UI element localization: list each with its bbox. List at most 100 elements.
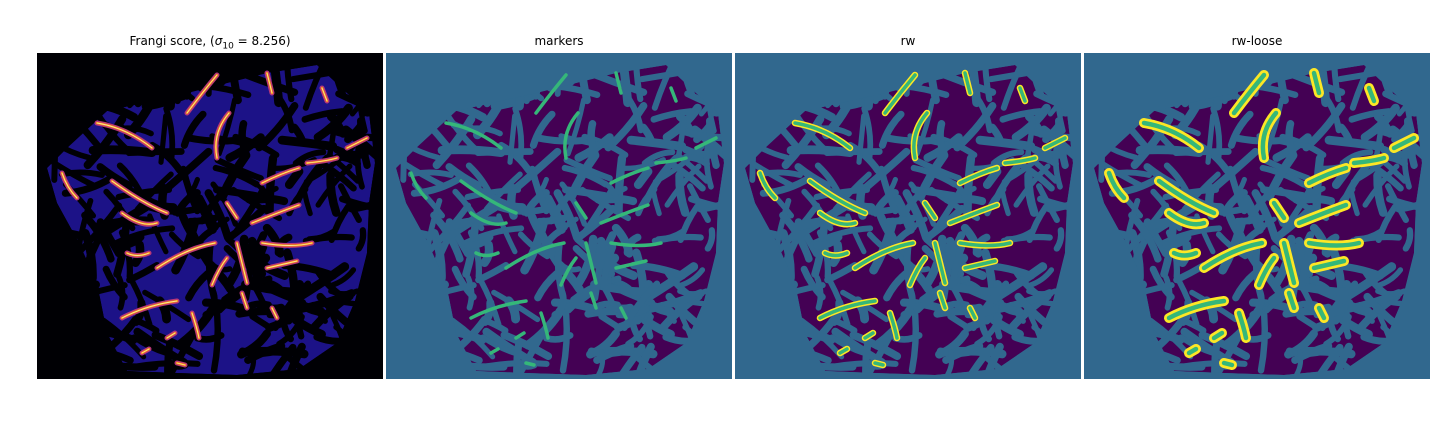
- tissue-gap: [814, 274, 824, 311]
- tissue-gap: [1232, 270, 1259, 302]
- tissue-gap: [357, 117, 371, 169]
- tissue-gap: [1233, 214, 1266, 225]
- vessel-ridge-peak: [176, 362, 186, 366]
- marker-stroke: [469, 299, 528, 320]
- marker-stroke: [563, 111, 580, 160]
- tissue-gap: [535, 214, 568, 225]
- tissue-gap: [461, 225, 525, 247]
- tissue-gap: [894, 194, 917, 231]
- rw-loose-core: [1201, 240, 1265, 271]
- tissue-gap: [435, 239, 449, 259]
- vessel-ridge-peak: [121, 212, 158, 225]
- tissue-gap: [286, 186, 309, 217]
- rw-core: [938, 291, 947, 310]
- tissue-gap: [112, 225, 176, 247]
- tissue-gap: [706, 117, 720, 169]
- tissue-gap: [528, 165, 550, 215]
- marker-stroke: [574, 201, 588, 220]
- tissue-gap: [482, 327, 537, 367]
- vessel-ridge-peak: [191, 312, 200, 339]
- rw-loose-core: [1271, 200, 1287, 221]
- tissue-gap: [914, 97, 936, 157]
- marker-stroke: [654, 156, 688, 165]
- tissue-gap: [204, 189, 232, 242]
- tissue-gap: [915, 285, 948, 314]
- tissue-gap: [566, 285, 599, 314]
- tissue-gap: [1227, 110, 1254, 149]
- tissue-gap: [784, 239, 798, 259]
- tissue-gap: [990, 149, 1025, 167]
- tissue-gap: [565, 97, 587, 157]
- tissue-gap: [1298, 243, 1315, 289]
- tissue-gap: [677, 203, 701, 243]
- tissue-gap: [1026, 288, 1058, 297]
- rw-loose-core: [1306, 240, 1362, 248]
- tissue-gap: [949, 243, 966, 289]
- tissue-gap: [845, 213, 867, 255]
- tissue-gap: [1375, 267, 1404, 289]
- tissue-gap: [877, 165, 899, 215]
- tissue-gap: [213, 186, 260, 200]
- tissue-gap: [587, 120, 599, 157]
- rw-core: [873, 361, 885, 367]
- tissue-gap: [1024, 171, 1039, 217]
- tissue-gap: [132, 317, 160, 334]
- tissue-gap: [1205, 113, 1216, 165]
- tissue-gap: [801, 188, 834, 232]
- rw-core: [863, 331, 875, 340]
- rw-loose-core: [1260, 110, 1279, 161]
- rw-core: [958, 166, 999, 185]
- tissue-gap: [964, 343, 995, 379]
- marker-stroke: [599, 203, 650, 225]
- tissue-gap: [486, 192, 527, 212]
- rw-core: [853, 241, 915, 270]
- rw-loose-core: [1171, 250, 1199, 258]
- tissue-gap: [265, 154, 278, 216]
- rw-core: [963, 259, 997, 270]
- vessel-ridge-peak: [141, 348, 150, 354]
- tissue-gap: [1313, 343, 1344, 379]
- tissue-gap: [911, 186, 958, 200]
- tissue-gap: [462, 222, 479, 278]
- tissue-gap: [1296, 313, 1318, 329]
- tissue-gap: [625, 313, 654, 347]
- rw-core: [818, 211, 857, 226]
- vessel-ridge-peak: [121, 300, 178, 319]
- rw-core: [963, 71, 972, 95]
- tissue-gap: [1293, 349, 1304, 378]
- rw-loose-core: [1231, 72, 1267, 116]
- rw-core: [1003, 156, 1037, 165]
- tissue-gap: [1285, 120, 1297, 157]
- tissue-gap: [999, 302, 1024, 316]
- tissue-gap: [83, 114, 127, 170]
- tissue-gap: [903, 242, 916, 300]
- rw-loose-core: [1311, 258, 1347, 271]
- tissue-gap: [86, 239, 100, 259]
- tissue-gap: [179, 165, 201, 215]
- tissue-gap: [600, 243, 617, 289]
- tissue-gap: [1130, 114, 1174, 170]
- rw-core: [958, 241, 1012, 248]
- tissue-gap: [856, 113, 867, 165]
- tissue-gap: [633, 167, 653, 190]
- tissue-gap: [601, 180, 620, 204]
- rw-loose-core: [1391, 135, 1417, 151]
- tissue-gap: [629, 261, 687, 280]
- tissue-gap: [407, 169, 454, 178]
- marker-stroke: [609, 241, 663, 248]
- rw-loose-core: [1281, 240, 1297, 286]
- tissue-gap: [968, 67, 982, 108]
- tissue-gap: [103, 188, 136, 232]
- marker-stroke: [669, 86, 678, 103]
- frangi-image: [37, 53, 383, 379]
- tissue-gap: [1018, 161, 1055, 192]
- tissue-gap: [1026, 267, 1055, 289]
- panel-title-frangi: Frangi score, (σ10 = 8.256): [129, 34, 291, 52]
- tissue-gap: [1339, 149, 1374, 167]
- tissue-gap: [303, 144, 356, 185]
- tissue-gap: [1252, 242, 1265, 300]
- panel-title-rw-loose: rw-loose: [1231, 34, 1283, 48]
- tissue-gap: [1348, 108, 1393, 123]
- rw-core: [912, 111, 929, 160]
- tissue-gap: [1000, 233, 1053, 245]
